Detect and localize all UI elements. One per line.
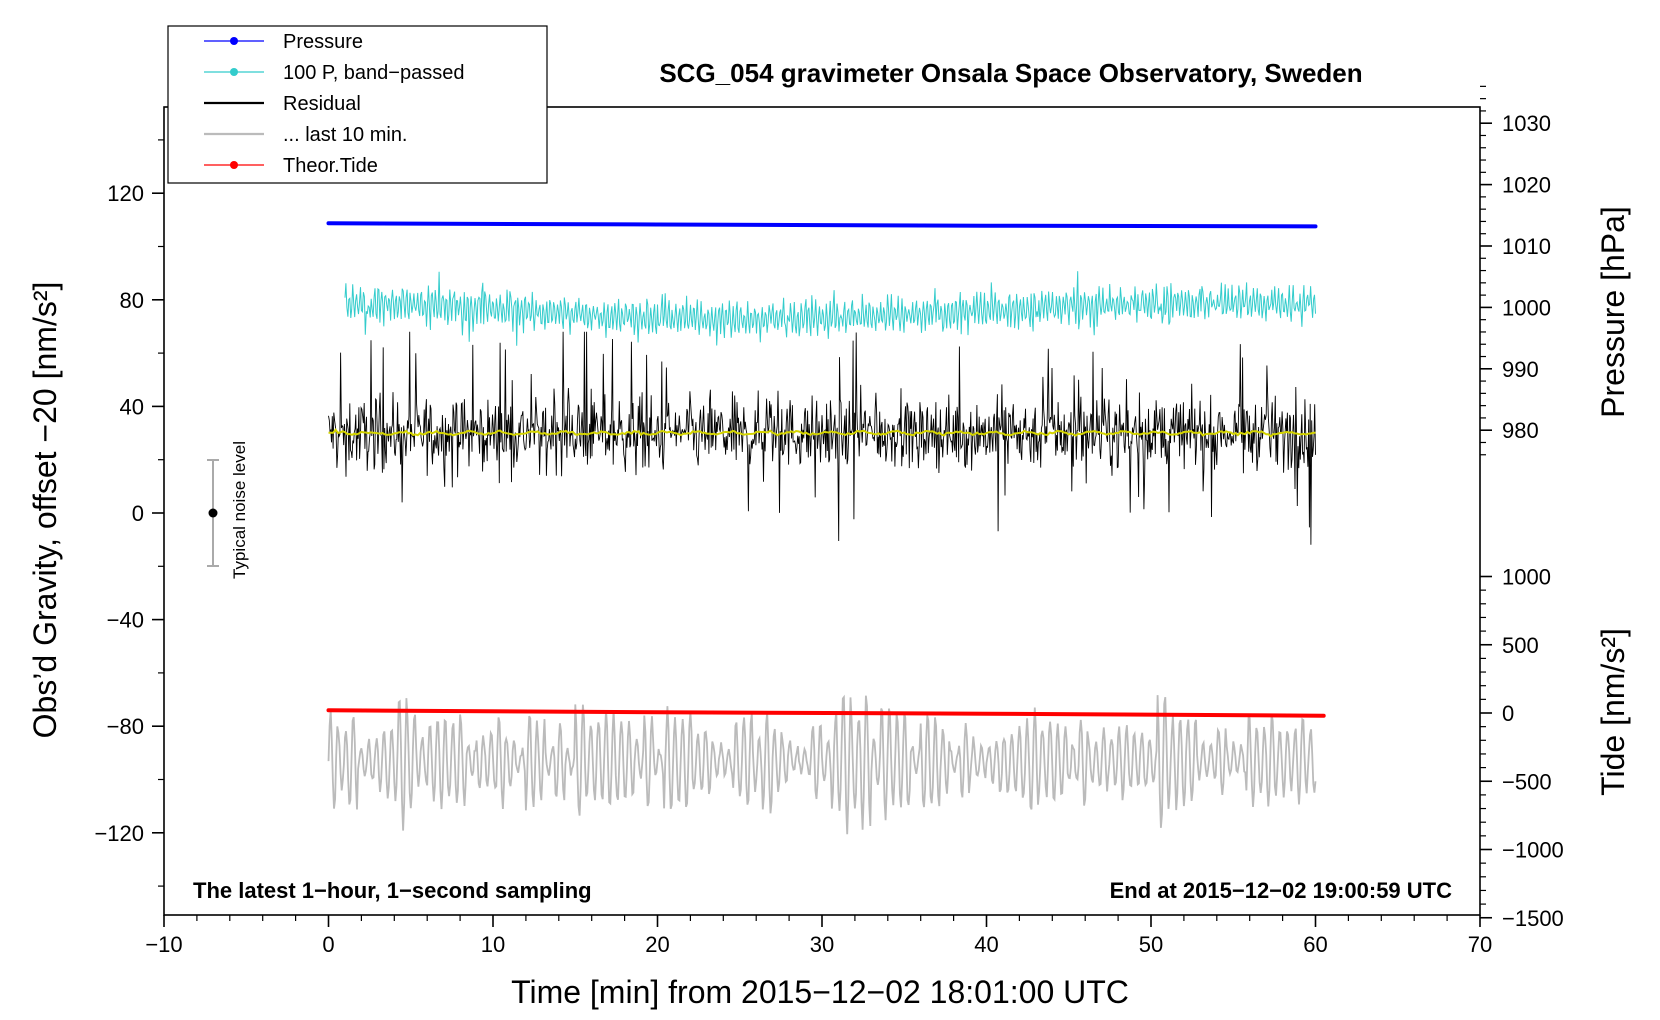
legend-label: Theor.Tide xyxy=(283,155,378,177)
legend: Pressure 100 P, band−passed Residual ... la… xyxy=(167,25,548,184)
noise-bar-center xyxy=(208,508,218,518)
band-passed-pressure-line xyxy=(344,271,1316,346)
x-tick-label: 0 xyxy=(322,932,334,957)
y-pressure-tick-label: 980 xyxy=(1502,418,1539,443)
annotation-left: The latest 1−hour, 1−second sampling xyxy=(193,878,592,903)
y-left-tick-label: 80 xyxy=(120,288,144,313)
legend-swatch-marker xyxy=(230,161,238,169)
x-tick-label: 50 xyxy=(1139,932,1163,957)
y-pressure-tick-label: 1030 xyxy=(1502,111,1551,136)
pressure-line xyxy=(326,221,1318,229)
chart-title: SCG_054 gravimeter Onsala Space Observat… xyxy=(659,58,1362,88)
legend-label: ... last 10 min. xyxy=(283,124,408,146)
y-tide-tick-label: 1000 xyxy=(1502,565,1551,590)
y-left-tick-label: 120 xyxy=(107,181,144,206)
legend-swatch-marker xyxy=(230,37,238,45)
y-tide-tick-label: −1000 xyxy=(1502,838,1564,863)
y-tide-tick-label: −500 xyxy=(1502,769,1552,794)
legend-label: Residual xyxy=(283,93,361,115)
y-left-tick-label: 0 xyxy=(132,501,144,526)
x-tick-label: 30 xyxy=(810,932,834,957)
series-layer xyxy=(326,221,1326,835)
y-tide-tick-label: 500 xyxy=(1502,633,1539,658)
axes-layer: −10 0 10 20 30 40 50 60 7012080400−40−80−1201030… xyxy=(94,85,1564,957)
y-left-tick-label: −120 xyxy=(94,821,144,846)
y-left-tick-label: −40 xyxy=(107,608,144,633)
legend-label: 100 P, band−passed xyxy=(283,62,464,84)
last-10-min-line xyxy=(327,694,1317,835)
x-tick-label: 20 xyxy=(645,932,669,957)
y-tide-tick-label: 0 xyxy=(1502,701,1514,726)
x-tick-label: 40 xyxy=(974,932,998,957)
y-tide-tick-label: −1500 xyxy=(1502,906,1564,931)
y-pressure-tick-label: 1020 xyxy=(1502,173,1551,198)
legend-label: Pressure xyxy=(283,31,363,53)
y-tide-axis-title: Tide [nm/s²] xyxy=(1595,628,1631,796)
y-pressure-tick-label: 1010 xyxy=(1502,234,1551,259)
y-tide-axis-ticks: 1000 500 0 −500 −1000 −1500 xyxy=(1480,565,1564,931)
legend-box xyxy=(167,25,548,184)
x-tick-label: 60 xyxy=(1303,932,1327,957)
residual-smoothed-line xyxy=(328,428,1316,438)
annotation-right: End at 2015−12−02 19:00:59 UTC xyxy=(1110,878,1453,903)
y-pressure-tick-label: 1000 xyxy=(1502,295,1551,320)
x-tick-label: 10 xyxy=(481,932,505,957)
theoretical-tide-line xyxy=(326,708,1326,718)
y-pressure-tick-label: 990 xyxy=(1502,357,1539,382)
x-tick-label: −10 xyxy=(145,932,182,957)
x-axis-ticks: −10 0 10 20 30 40 50 60 70 xyxy=(145,915,1492,957)
x-tick-label: 70 xyxy=(1468,932,1492,957)
y-left-tick-label: 40 xyxy=(120,394,144,419)
y-pressure-axis-title: Pressure [hPa] xyxy=(1595,206,1631,418)
residual-line xyxy=(328,331,1316,545)
x-axis-title: Time [min] from 2015−12−02 18:01:00 UTC xyxy=(511,974,1129,1010)
y-pressure-axis-ticks: 1030 1020 1010 1000 990 980 xyxy=(1480,85,1551,456)
y-left-tick-label: −80 xyxy=(107,714,144,739)
noise-bar: Typical noise level xyxy=(207,441,249,579)
y-left-axis-title: Obs’d Gravity, offset −20 [nm/s²] xyxy=(27,282,63,739)
noise-bar-label: Typical noise level xyxy=(230,441,249,579)
legend-swatch-marker xyxy=(230,68,238,76)
y-left-axis-ticks: 120 80 40 0 −40 −80 −120 xyxy=(94,139,164,887)
